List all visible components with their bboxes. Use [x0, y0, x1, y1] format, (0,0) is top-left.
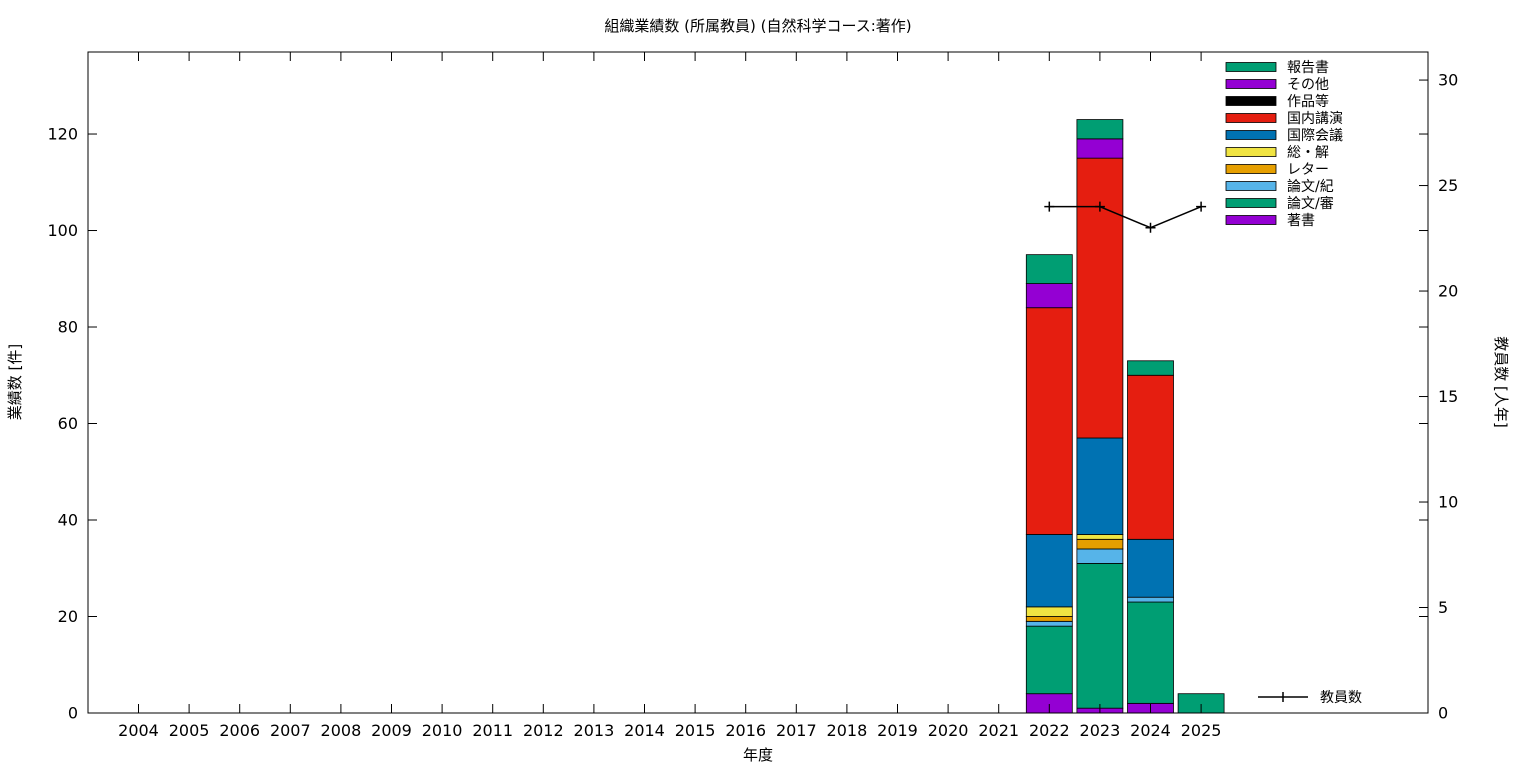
legend-swatch	[1225, 113, 1277, 123]
legend-label: 論文/紀	[1287, 179, 1334, 195]
y2-axis-label: 教員数 [人年]	[1492, 336, 1510, 427]
legend-swatch	[1225, 215, 1277, 225]
x-tick-label: 2007	[270, 721, 311, 740]
y2-tick-label: 10	[1438, 493, 1458, 512]
x-tick-label: 2012	[523, 721, 564, 740]
x-tick-label: 2022	[1029, 721, 1070, 740]
y2-ticks-group: 0 5 10 15 20 25 30	[1419, 71, 1458, 723]
y-tick-label: 20	[58, 607, 78, 626]
x-tick-label: 2015	[675, 721, 716, 740]
bar-segment	[1076, 437, 1124, 535]
chart-title: 組織業績数 (所属教員) (自然科学コース:著作)	[604, 17, 911, 35]
bar-segment	[1076, 538, 1124, 550]
bar-segment	[1127, 538, 1174, 598]
y-tick-label: 60	[58, 414, 78, 433]
legend-swatch	[1225, 79, 1277, 89]
legend-swatch	[1225, 130, 1277, 140]
x-tick-label: 2006	[219, 721, 260, 740]
plot-frame	[87, 51, 1429, 714]
legend-label: 国際会議	[1287, 127, 1343, 144]
x-ticks-group: 2004 2005 2006 2007 2008 2009 2010 2011 2012 2013…	[118, 52, 1221, 740]
x-tick-label: 2018	[827, 721, 868, 740]
bar-segment	[1025, 534, 1073, 608]
legend-swatch	[1225, 96, 1277, 106]
bar-segment	[1076, 548, 1124, 564]
y2-tick-label: 20	[1438, 282, 1458, 301]
y-tick-label: 100	[47, 221, 78, 240]
legend-label: 論文/審	[1287, 196, 1334, 212]
x-tick-label: 2005	[169, 721, 210, 740]
legend-swatch	[1225, 62, 1277, 72]
bar-segment	[1127, 360, 1174, 376]
x-tick-label: 2009	[371, 721, 412, 740]
y-ticks-group: 0 20 40 60 80 100 120	[47, 125, 1428, 723]
legend-label: 著書	[1287, 213, 1315, 229]
bar-segment	[1025, 307, 1073, 535]
y2-tick-label: 30	[1438, 71, 1458, 90]
legend-label: 総・解	[1287, 145, 1329, 161]
y-tick-label: 80	[58, 318, 78, 337]
bar-segment	[1025, 616, 1073, 622]
bar-segment	[1025, 620, 1073, 627]
legend-label: レター	[1287, 162, 1329, 178]
bar-segment	[1076, 119, 1124, 140]
x-tick-label: 2013	[574, 721, 615, 740]
y2-tick-label: 15	[1438, 387, 1458, 406]
x-tick-label: 2019	[877, 721, 918, 740]
bar-segment	[1076, 563, 1124, 709]
y2-tick-label: 0	[1438, 704, 1448, 723]
x-tick-label: 2014	[624, 721, 665, 740]
staff-count-line	[1049, 205, 1202, 229]
staff-count-point	[1094, 201, 1105, 212]
legend-label: 作品等	[1287, 93, 1329, 110]
bar-segment	[1076, 157, 1124, 439]
y-tick-label: 40	[58, 511, 78, 530]
bar-segment	[1025, 625, 1073, 695]
legend-swatch	[1225, 164, 1277, 174]
staff-count-point	[1044, 201, 1055, 212]
y-axis-label: 業績数 [件]	[6, 344, 24, 420]
legend-swatch	[1225, 181, 1277, 191]
legend-label: 報告書	[1287, 60, 1329, 76]
bar-segment	[1127, 374, 1174, 540]
staff-count-point	[1145, 222, 1156, 233]
legend-label: その他	[1287, 77, 1329, 93]
x-tick-label: 2011	[472, 721, 513, 740]
x-tick-label: 2020	[928, 721, 969, 740]
bar-segment	[1025, 254, 1073, 284]
x-tick-label: 2010	[422, 721, 463, 740]
bar-segment	[1127, 601, 1174, 704]
legend-line-label: 教員数	[1320, 690, 1362, 706]
legend-swatch	[1225, 147, 1277, 157]
x-tick-label: 2017	[776, 721, 817, 740]
x-tick-label: 2021	[978, 721, 1019, 740]
bar-segment	[1025, 606, 1073, 617]
x-axis-label: 年度	[743, 746, 773, 764]
x-tick-label: 2004	[118, 721, 159, 740]
y2-tick-label: 5	[1438, 598, 1448, 617]
y2-tick-label: 25	[1438, 176, 1458, 195]
staff-line-group	[1044, 201, 1207, 233]
legend-label: 国内講演	[1287, 111, 1343, 127]
bars-group	[1025, 119, 1225, 714]
y-tick-label: 0	[68, 704, 78, 723]
bar-segment	[1076, 534, 1124, 540]
staff-count-point	[1196, 201, 1207, 212]
y-tick-label: 120	[47, 125, 78, 144]
x-tick-label: 2008	[321, 721, 362, 740]
legend-swatch	[1225, 198, 1277, 208]
x-tick-label: 2023	[1080, 721, 1121, 740]
bar-segment	[1127, 596, 1174, 603]
x-tick-label: 2024	[1130, 721, 1171, 740]
x-tick-label: 2025	[1181, 721, 1222, 740]
bar-segment	[1076, 138, 1124, 159]
bar-segment	[1025, 283, 1073, 309]
x-tick-label: 2016	[725, 721, 766, 740]
